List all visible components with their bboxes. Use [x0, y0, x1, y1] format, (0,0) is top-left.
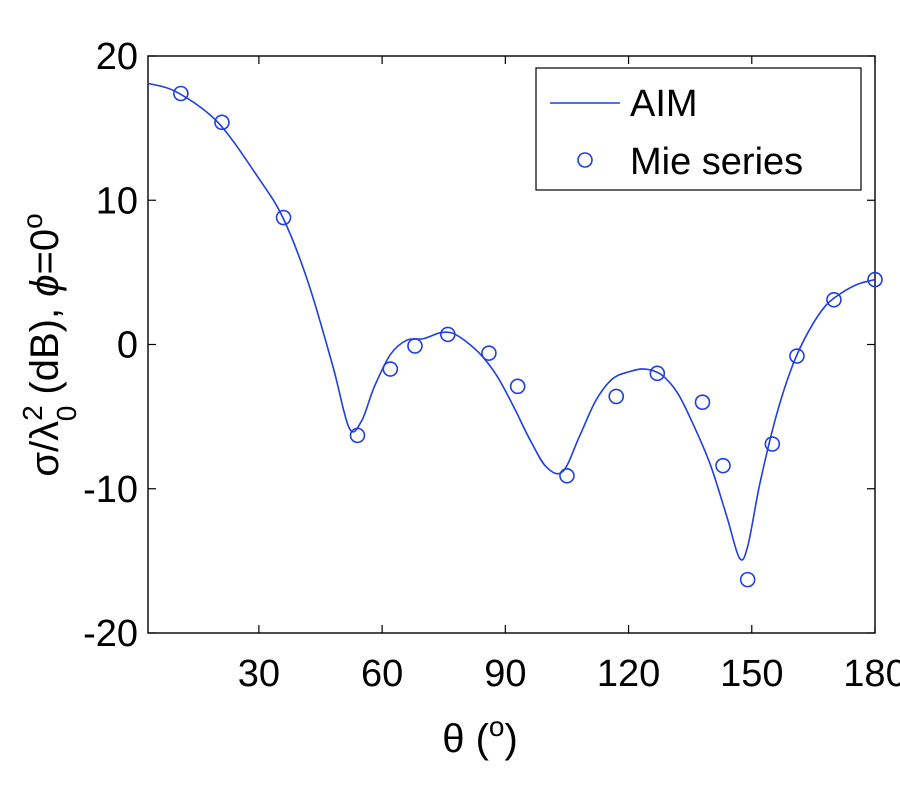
mie-marker	[349, 427, 366, 444]
x-axis-label-close: )	[504, 717, 517, 761]
y-axis-label-rest: (dB),	[23, 297, 67, 406]
y-axis-label-sup2: o	[17, 213, 48, 229]
series-aim	[147, 82, 876, 561]
y-axis-label-eq: =0	[23, 229, 67, 275]
x-axis-label: θ (o)	[442, 711, 518, 761]
y-axis-label-phi: ϕ	[23, 275, 67, 297]
mie-marker	[826, 291, 842, 308]
y-tick-label: 20	[96, 36, 138, 78]
x-tick-label: 90	[484, 653, 526, 695]
mie-marker	[867, 271, 883, 288]
mie-marker	[608, 388, 625, 405]
x-tick-label: 30	[238, 653, 280, 695]
y-axis-label-sup: 2	[17, 405, 48, 421]
x-axis-label-symbol: θ	[442, 717, 464, 761]
x-tick-label: 150	[720, 653, 783, 695]
x-tick-label: 60	[361, 653, 403, 695]
legend-marker-swatch	[577, 152, 593, 168]
mie-marker	[694, 394, 711, 411]
y-tick-label: 10	[96, 180, 138, 222]
mie-marker	[382, 361, 399, 377]
mie-marker	[173, 85, 189, 102]
y-tick-label: -20	[83, 613, 138, 655]
y-axis-label-main: σ/λ	[23, 421, 67, 477]
aim-line	[147, 82, 876, 561]
x-tick-label: 180	[843, 653, 900, 695]
y-tick-labels: -20 -10 0 10 20	[83, 36, 138, 655]
legend: AIM Mie series	[535, 67, 862, 191]
y-tick-label: 0	[117, 325, 138, 367]
y-axis-label-sub: 0	[51, 406, 82, 422]
mie-marker	[715, 457, 731, 474]
mie-marker	[214, 114, 230, 131]
y-axis-label: σ/λ2 0 (dB), ϕ=0o	[17, 213, 82, 476]
legend-label-aim: AIM	[630, 83, 698, 125]
mie-marker	[649, 365, 666, 382]
legend-box	[535, 67, 862, 191]
x-tick-label: 120	[597, 653, 660, 695]
x-axis-label-sup: o	[489, 711, 505, 742]
mie-marker	[559, 467, 575, 484]
y-tick-label: -10	[83, 469, 138, 511]
mie-marker	[440, 326, 456, 343]
mie-marker	[509, 378, 526, 395]
axis-ticks	[148, 55, 876, 634]
mie-marker	[481, 345, 497, 361]
legend-label-mie: Mie series	[630, 141, 803, 183]
series-mie	[173, 85, 883, 588]
x-axis-label-open: (	[464, 717, 489, 761]
mie-marker	[739, 571, 756, 588]
mie-marker	[789, 348, 805, 364]
mie-marker	[275, 209, 292, 226]
mie-marker	[764, 436, 781, 452]
x-tick-labels: 30 60 90 120 150 180	[238, 653, 900, 695]
mie-marker	[407, 338, 423, 354]
